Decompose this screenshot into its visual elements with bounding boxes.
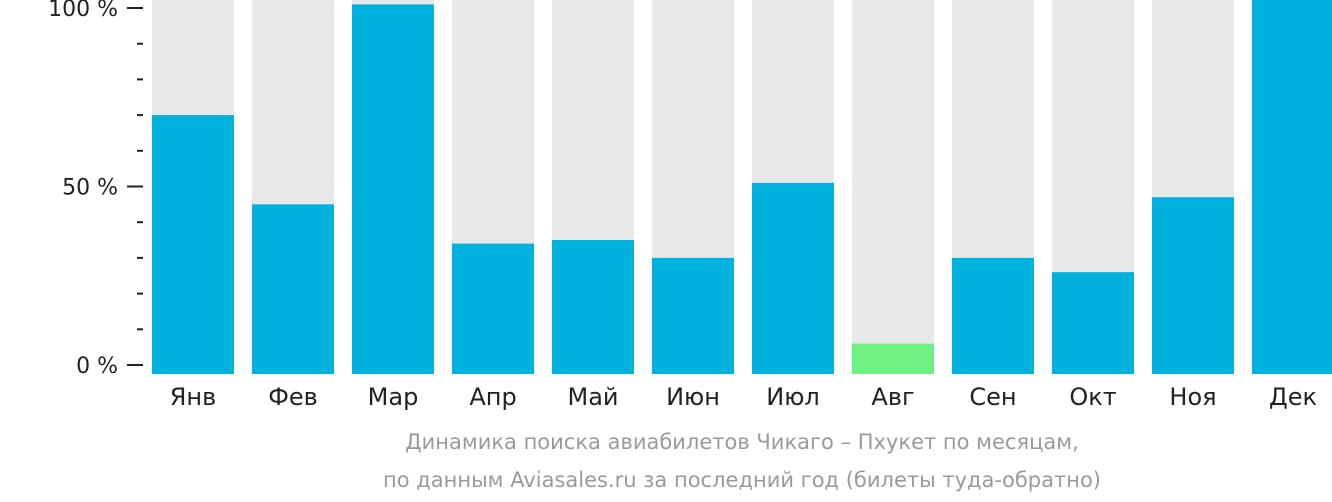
x-tick-label: Окт bbox=[1069, 383, 1116, 411]
chart-caption-line-2: по данным Aviasales.ru за последний год … bbox=[383, 468, 1101, 492]
bar-track bbox=[852, 0, 934, 374]
x-tick-label: Апр bbox=[469, 383, 516, 411]
bar-6 bbox=[652, 257, 734, 374]
bar-5 bbox=[552, 240, 634, 374]
x-tick-label: Дек bbox=[1269, 383, 1317, 411]
bar-4 bbox=[452, 243, 534, 374]
x-axis-labels: Янв Фев Мар Апр Май Июн Июл Авг Сен Окт Ноя Дек bbox=[170, 383, 1317, 411]
bar-10 bbox=[1052, 272, 1134, 374]
bars bbox=[152, 0, 1332, 375]
bar-9 bbox=[952, 257, 1034, 374]
bar-1 bbox=[152, 115, 234, 374]
bar-chart: 0 % 50 % 100 % Янв Фев Мар Апр Май Июн Июл Авг Сен… bbox=[48, 0, 1332, 411]
chart-caption-line-1: Динамика поиска авиабилетов Чикаго – Пху… bbox=[405, 430, 1079, 454]
bar-2 bbox=[252, 204, 334, 374]
y-axis: 0 % 50 % 100 % bbox=[48, 0, 143, 379]
x-tick-label: Сен bbox=[969, 383, 1016, 411]
x-tick-label: Янв bbox=[170, 383, 217, 411]
bar-11 bbox=[1152, 197, 1234, 374]
bar-12 bbox=[1252, 0, 1332, 374]
x-tick-label: Фев bbox=[268, 383, 318, 411]
bar-7 bbox=[752, 182, 834, 374]
x-tick-label: Май bbox=[567, 383, 618, 411]
bar-3 bbox=[352, 4, 434, 375]
y-tick-label: 100 % bbox=[48, 0, 118, 22]
x-tick-label: Мар bbox=[368, 383, 419, 411]
x-tick-label: Ноя bbox=[1169, 383, 1216, 411]
x-tick-label: Июн bbox=[666, 383, 720, 411]
x-tick-label: Июл bbox=[766, 383, 820, 411]
y-tick-label: 50 % bbox=[62, 176, 118, 201]
y-tick-label: 0 % bbox=[76, 354, 118, 379]
x-tick-label: Авг bbox=[871, 383, 914, 411]
bar-8 bbox=[852, 343, 934, 374]
